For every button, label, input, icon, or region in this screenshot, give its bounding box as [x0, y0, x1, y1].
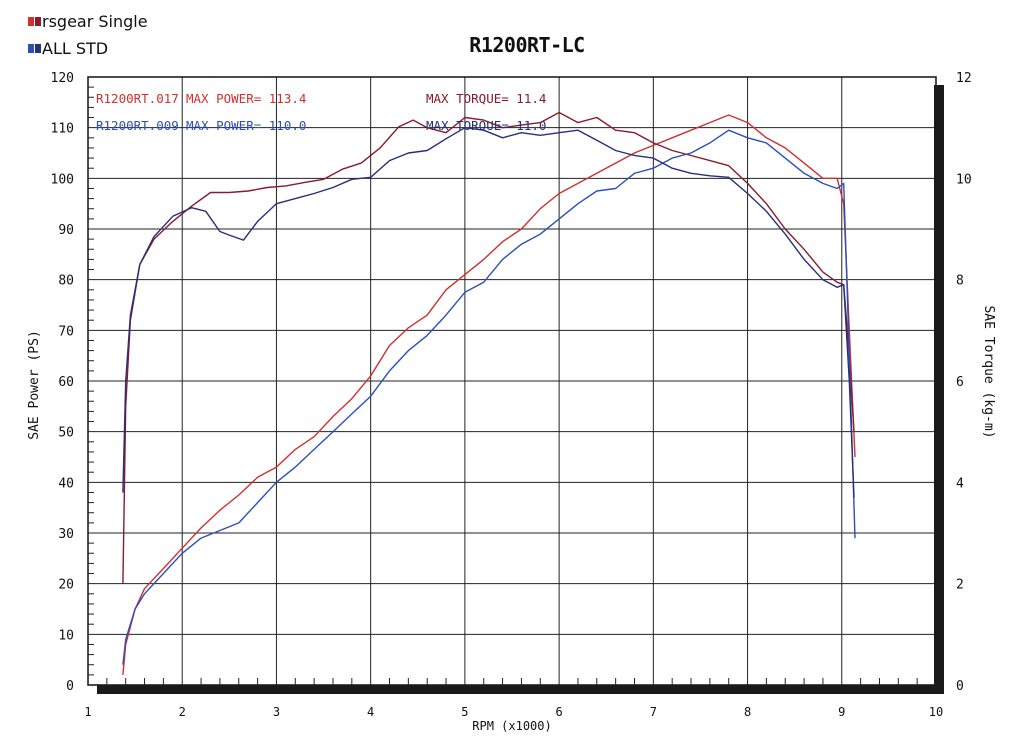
y-axis-left-label: SAE Power (PS): [27, 330, 42, 440]
y-left-tick-label: 90: [58, 223, 74, 238]
annotation-max-torque-1: MAX TORQUE= 11.0: [426, 118, 546, 133]
annotation-run-0: R1200RT.017: [96, 91, 179, 106]
x-tick-label: 9: [838, 705, 845, 719]
y-right-tick-label: 4: [956, 476, 964, 491]
y-right-tick-label: 0: [956, 679, 964, 694]
y-axis-right-label: SAE Torque (kg-m): [981, 305, 996, 438]
y-right-tick-label: 12: [956, 71, 972, 86]
x-axis-label: RPM (x1000): [472, 719, 551, 733]
series-line-r1200rt-009-power: [122, 129, 856, 665]
legend-swatch-rsgear-a: [28, 17, 34, 26]
x-tick-label: 1: [84, 705, 91, 719]
y-left-tick-label: 70: [58, 324, 74, 339]
y-left-tick-label: 10: [58, 628, 74, 643]
y-right-tick-label: 2: [956, 578, 964, 593]
y-left-tick-label: 60: [58, 375, 74, 390]
legend-swatch-std-b: [35, 44, 41, 53]
y-left-tick-label: 30: [58, 527, 74, 542]
y-right-tick-label: 10: [956, 172, 972, 187]
annotation-run-1: R1200RT.009: [96, 118, 179, 133]
y-left-tick-label: 40: [58, 476, 74, 491]
y-left-tick-label: 120: [51, 71, 74, 86]
legend-item-all-std: ALL STD: [28, 39, 108, 58]
y-left-tick-label: 110: [51, 122, 74, 137]
y-right-tick-label: 8: [956, 274, 964, 289]
bottom-axis-band: [97, 685, 944, 694]
y-right-tick-label: 6: [956, 375, 964, 390]
series-line-r1200rt-009-torque: [122, 126, 855, 498]
legend-swatch-std-a: [28, 44, 34, 53]
y-left-tick-label: 100: [51, 172, 74, 187]
annotation-max-torque-0: MAX TORQUE= 11.4: [426, 91, 546, 106]
series-line-r1200rt-017-power: [122, 114, 856, 675]
x-tick-label: 2: [179, 705, 186, 719]
right-axis-band: [934, 85, 944, 694]
series-line-r1200rt-017-torque: [122, 111, 855, 584]
legend-label-rsgear: rsgear Single: [42, 12, 148, 31]
x-tick-label: 6: [555, 705, 562, 719]
chart-title: R1200RT-LC: [469, 33, 584, 57]
x-tick-label: 5: [461, 705, 468, 719]
x-tick-label: 3: [273, 705, 280, 719]
axes: [87, 76, 944, 694]
legend-label-all-std: ALL STD: [42, 39, 109, 58]
x-tick-label: 8: [744, 705, 751, 719]
y-left-tick-label: 50: [58, 426, 74, 441]
annotation-max-power-1: MAX POWER= 110.0: [186, 118, 306, 133]
series-lines: [122, 111, 856, 675]
grid-lines: [87, 76, 937, 686]
x-tick-label: 7: [650, 705, 657, 719]
y-left-tick-label: 0: [66, 679, 74, 694]
x-tick-label: 4: [367, 705, 374, 719]
y-left-tick-label: 80: [58, 274, 74, 289]
y-left-tick-label: 20: [58, 578, 74, 593]
annotation-max-power-0: MAX POWER= 113.4: [186, 91, 306, 106]
x-tick-label: 10: [929, 705, 943, 719]
legend-swatch-rsgear-b: [35, 17, 41, 26]
legend-item-rsgear: rsgear Single: [28, 12, 148, 31]
chart-text: R1200RT-LC RPM (x1000) SAE Power (PS) SA…: [27, 33, 996, 733]
